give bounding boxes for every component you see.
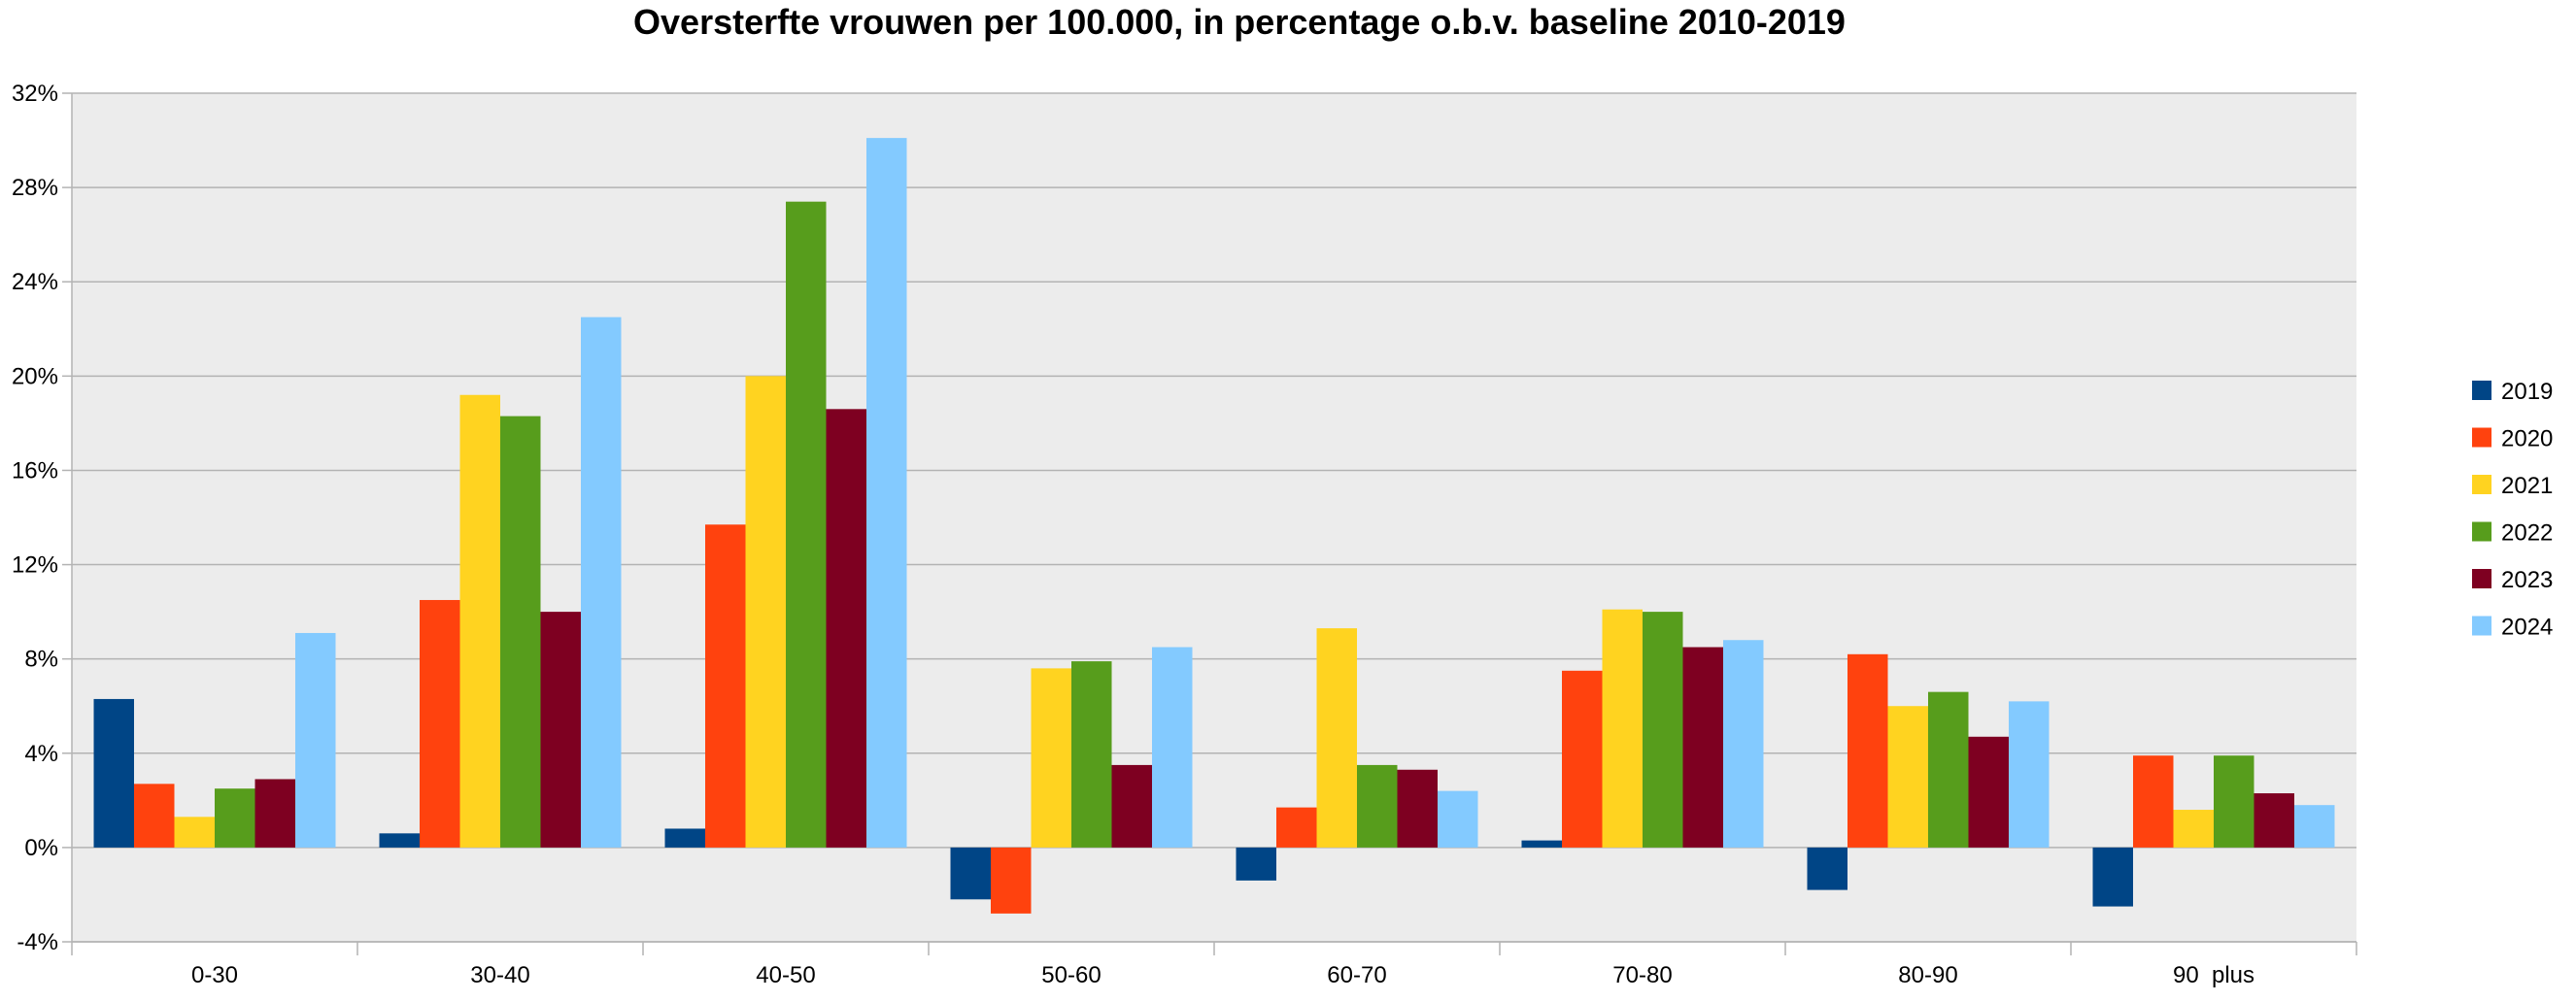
bar-2021-80-90: [1887, 706, 1928, 848]
bar-2022-60-70: [1357, 764, 1398, 848]
legend-label: 2024: [2501, 615, 2553, 641]
x-tick-label: 80-90: [1898, 962, 1957, 988]
bar-2019-70-80: [1521, 840, 1562, 848]
legend-label: 2020: [2501, 426, 2553, 452]
bar-2024-70-80: [1723, 640, 1764, 848]
y-tick-label: 24%: [12, 269, 58, 295]
bar-2021-30-40: [459, 394, 500, 848]
bar-2023-40-50: [826, 409, 866, 848]
legend-swatch-2019: [2472, 381, 2491, 400]
legend-swatch-2020: [2472, 427, 2491, 448]
bar-2022-50-60: [1071, 661, 1112, 848]
bar-2023-90-plus: [2254, 793, 2294, 848]
bar-2020-50-60: [991, 847, 1032, 914]
bar-2023-70-80: [1682, 647, 1723, 848]
bar-2019-90-plus: [2092, 847, 2133, 907]
bar-2024-80-90: [2009, 701, 2050, 848]
bar-2021-0-30: [174, 817, 215, 848]
x-tick-label: 0-30: [191, 962, 238, 988]
y-tick-label: 16%: [12, 457, 58, 484]
bar-2022-0-30: [215, 788, 255, 848]
bar-2022-40-50: [786, 201, 827, 848]
x-tick-label: 40-50: [756, 962, 815, 988]
legend-label: 2022: [2501, 520, 2553, 547]
y-tick-label: 28%: [12, 175, 58, 201]
x-tick-label: 60-70: [1327, 962, 1386, 988]
legend-swatch-2022: [2472, 521, 2491, 542]
bar-2019-30-40: [379, 833, 420, 848]
x-tick-label: 30-40: [470, 962, 529, 988]
legend: 2019 2020 2021 2022 2023 2024: [2472, 379, 2553, 641]
x-axis-tick-labels: 0-30 30-40 40-50 50-60 60-70 70-80 80-90 90 plu…: [191, 962, 2254, 988]
legend-swatch-2021: [2472, 475, 2491, 494]
bar-2022-70-80: [1643, 612, 1683, 848]
bar-2021-90-plus: [2173, 810, 2214, 848]
y-tick-label: -4%: [17, 929, 58, 955]
y-tick-label: 4%: [24, 741, 58, 767]
bar-2020-30-40: [420, 599, 460, 848]
legend-swatch-2024: [2472, 616, 2491, 636]
bar-2020-70-80: [1562, 670, 1603, 848]
bar-2023-30-40: [540, 612, 581, 848]
legend-label: 2021: [2501, 473, 2553, 499]
legend-swatch-2023: [2472, 569, 2491, 588]
bar-2020-80-90: [1847, 653, 1888, 848]
bar-2022-30-40: [500, 416, 541, 848]
x-tick-label: 70-80: [1612, 962, 1672, 988]
bar-2024-40-50: [866, 138, 907, 848]
bar-2020-60-70: [1276, 807, 1317, 848]
bar-2019-50-60: [950, 847, 991, 900]
bar-2023-50-60: [1111, 764, 1152, 848]
bar-2024-60-70: [1438, 790, 1478, 848]
y-tick-label: 12%: [12, 552, 58, 579]
bar-2023-60-70: [1397, 769, 1438, 848]
bar-2024-90-plus: [2294, 805, 2335, 848]
bar-2019-0-30: [93, 698, 134, 848]
y-tick-label: 32%: [12, 81, 58, 107]
x-tick-label: 50-60: [1041, 962, 1101, 988]
bar-2019-40-50: [664, 828, 705, 848]
y-tick-label: 8%: [24, 647, 58, 673]
legend-label: 2019: [2501, 379, 2553, 405]
bar-2021-50-60: [1031, 668, 1071, 848]
y-axis-tick-labels: -4% 0% 4% 8% 12% 16% 20% 24% 28% 32%: [12, 81, 58, 955]
chart-title: Oversterfte vrouwen per 100.000, in perc…: [633, 2, 1846, 42]
axes: [62, 92, 2357, 955]
bar-2022-90-plus: [2214, 755, 2254, 848]
y-tick-label: 20%: [12, 363, 58, 389]
bar-2022-80-90: [1928, 691, 1969, 848]
bar-2020-90-plus: [2133, 755, 2174, 848]
bar-2019-80-90: [1807, 847, 1847, 890]
bar-2023-0-30: [254, 779, 295, 848]
bar-2024-30-40: [581, 317, 622, 848]
bar-2020-40-50: [705, 524, 746, 848]
bar-2021-60-70: [1316, 628, 1357, 848]
bar-2024-0-30: [295, 632, 336, 848]
bar-2024-50-60: [1152, 647, 1193, 848]
bar-2021-70-80: [1602, 609, 1643, 848]
bar-2019-60-70: [1236, 847, 1276, 881]
bar-2020-0-30: [134, 784, 175, 848]
bar-2023-80-90: [1968, 736, 2009, 848]
y-tick-label: 0%: [24, 835, 58, 861]
legend-label: 2023: [2501, 567, 2553, 593]
bar-2021-40-50: [745, 376, 786, 848]
bars: [93, 138, 2335, 914]
x-tick-label: 90 plus: [2173, 962, 2254, 988]
